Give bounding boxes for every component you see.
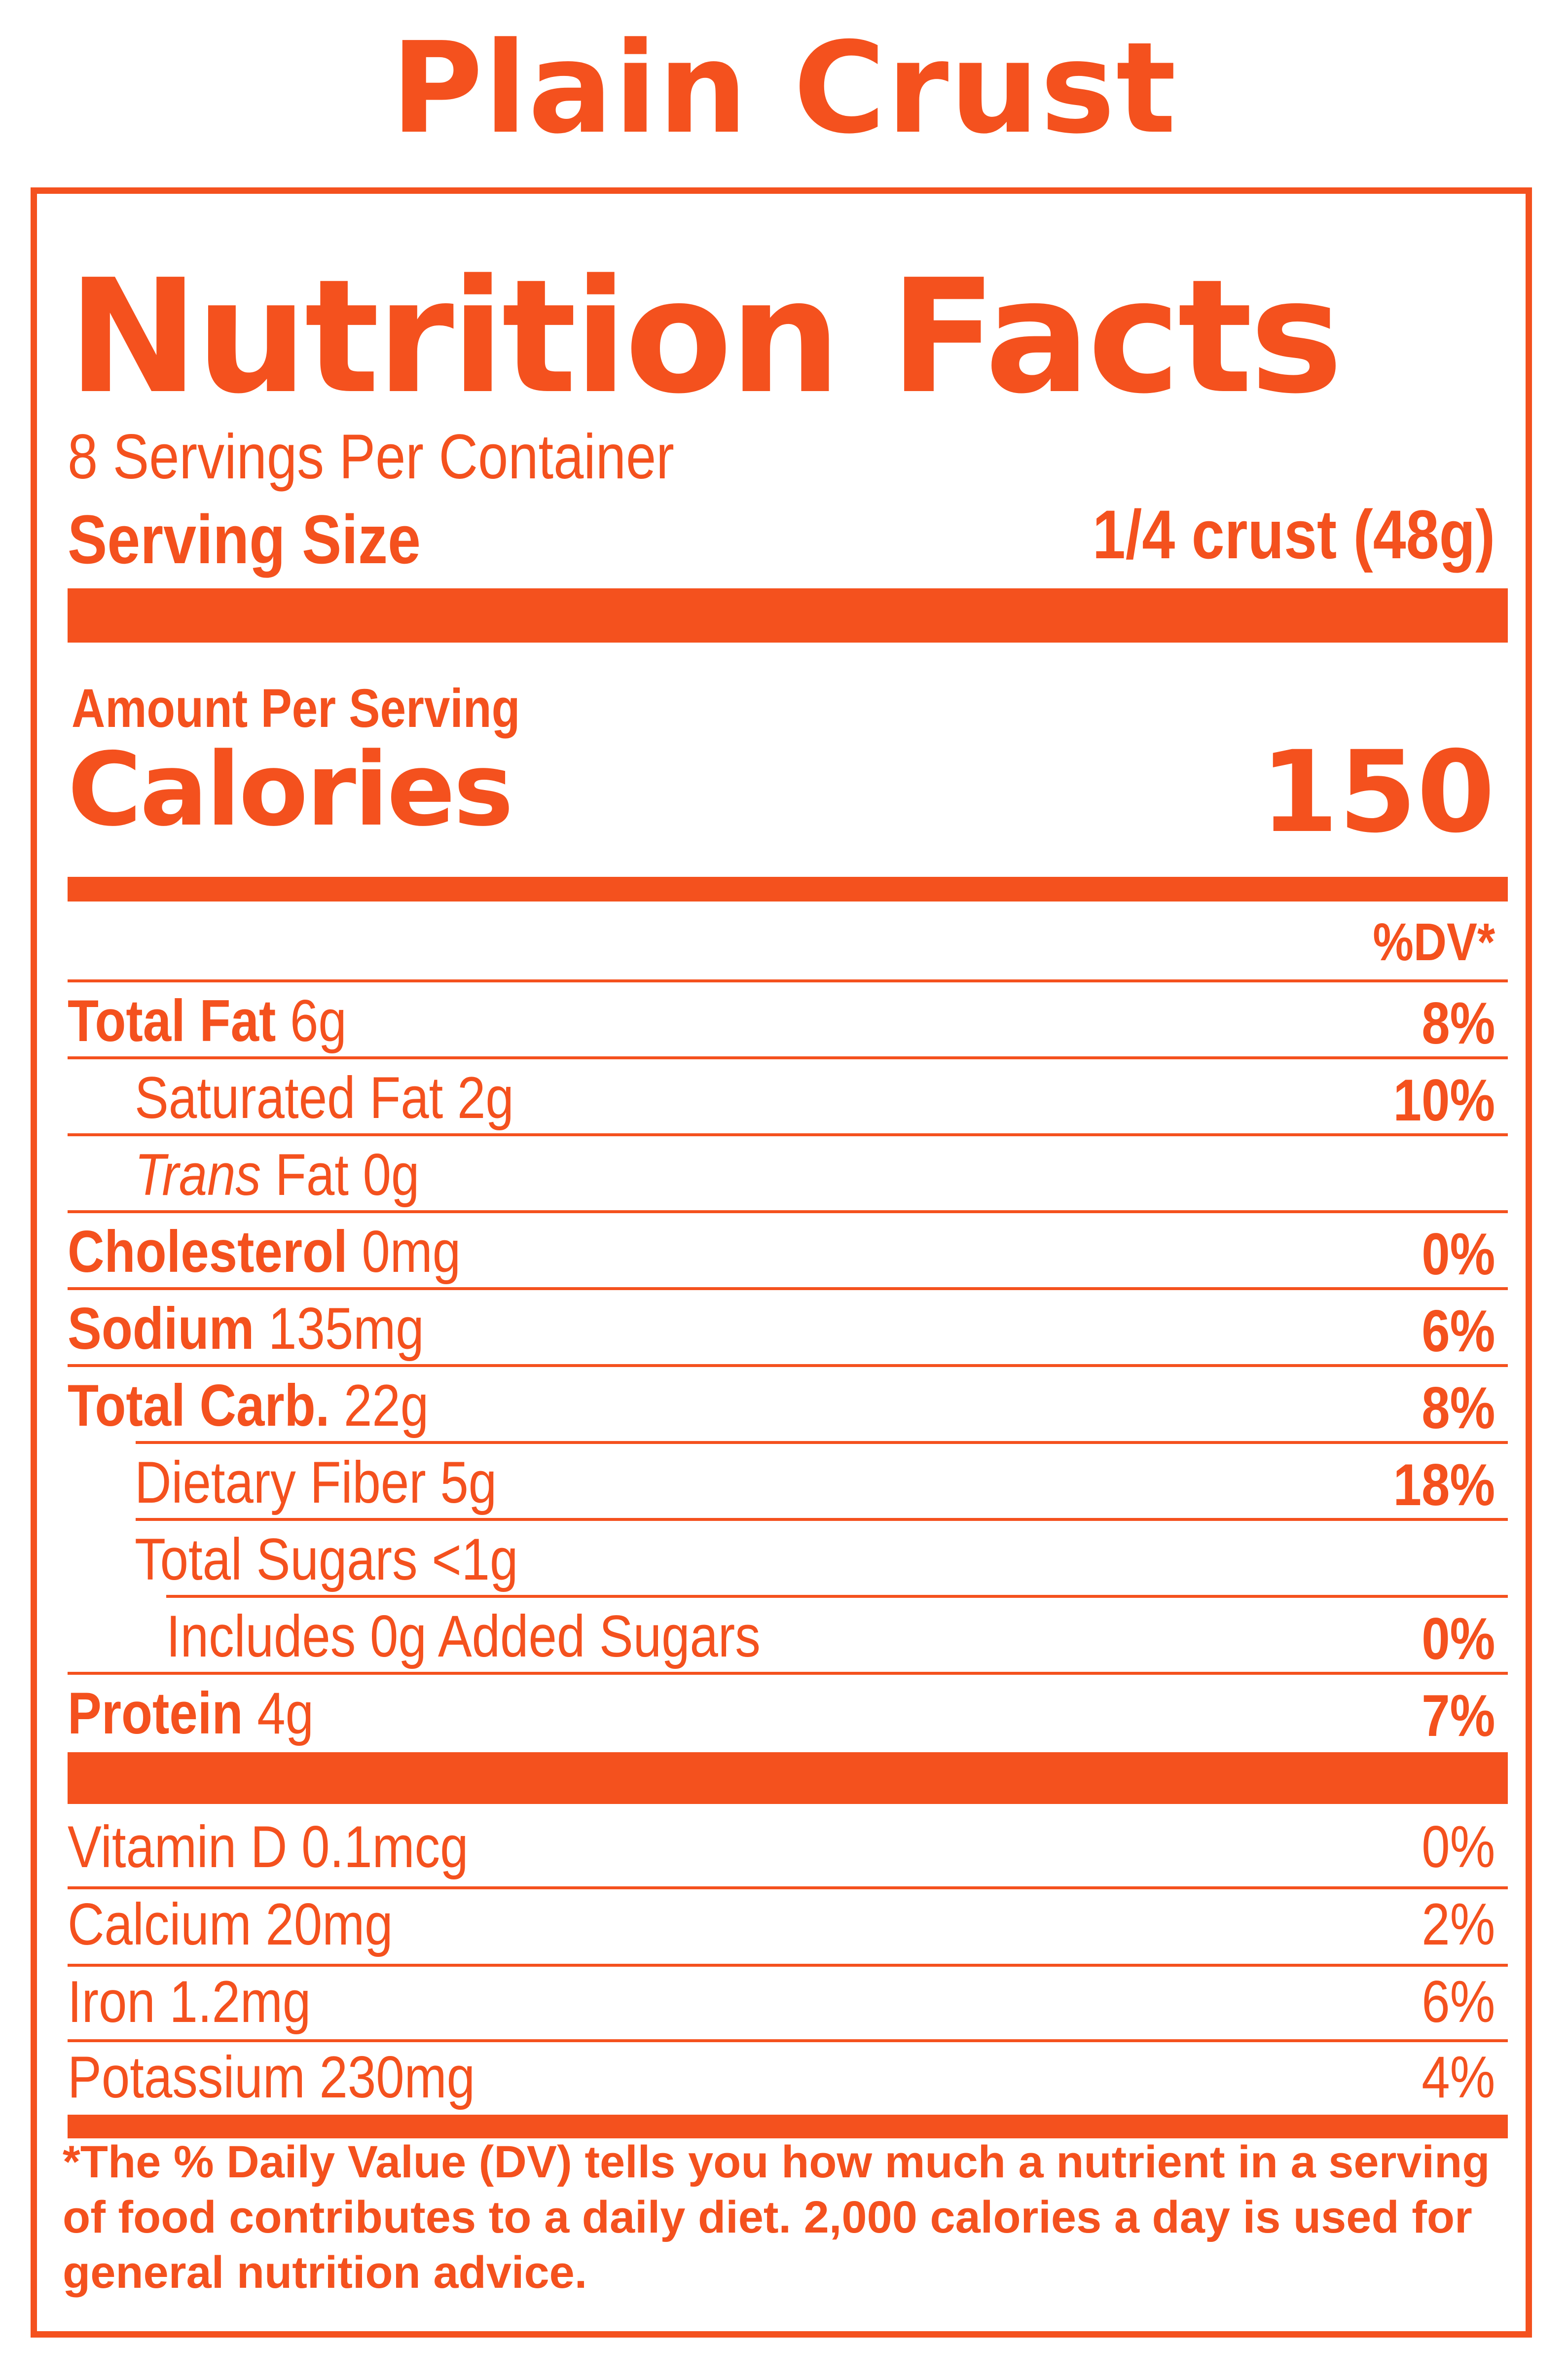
- row-divider: [166, 1595, 1508, 1598]
- serving-size-value: 1/4 crust (48g): [1092, 496, 1495, 573]
- nutrient-row-saturated-fat: Saturated Fat 2g: [135, 1060, 514, 1136]
- nutrient-row-trans-fat: Trans Fat 0g: [135, 1137, 419, 1213]
- row-divider: [68, 1287, 1508, 1290]
- nutrient-name: Saturated Fat: [135, 1065, 443, 1131]
- nutrient-name-rest: Fat: [275, 1142, 349, 1208]
- vitamin-amount: 20mg: [265, 1891, 393, 1957]
- daily-value-header: %DV*: [1373, 912, 1495, 972]
- nutrition-facts-heading: Nutrition Facts: [68, 246, 1343, 428]
- nutrient-name: Total Sugars: [135, 1526, 418, 1592]
- row-divider: [68, 1964, 1508, 1967]
- nutrient-name: Protein: [68, 1680, 243, 1746]
- nutrient-name: Cholesterol: [68, 1219, 348, 1285]
- vitamin-dv: 4%: [1421, 2044, 1495, 2110]
- nutrient-dv: 18%: [1393, 1452, 1495, 1518]
- nutrient-row-protein: Protein 4g: [68, 1675, 314, 1752]
- vitamin-dv: 0%: [1421, 1814, 1495, 1880]
- row-divider: [136, 1441, 1508, 1444]
- row-divider: [136, 1518, 1508, 1521]
- nutrient-amount: 2g: [457, 1065, 514, 1131]
- amount-per-serving-label: Amount Per Serving: [72, 678, 520, 739]
- nutrient-name: Total Carb.: [68, 1372, 330, 1439]
- thick-divider-middle: [68, 1752, 1508, 1804]
- nutrient-name: Dietary Fiber: [135, 1449, 426, 1515]
- medium-divider: [68, 877, 1508, 902]
- nutrient-amount: 22g: [343, 1372, 429, 1439]
- vitamin-name: Calcium: [68, 1891, 252, 1957]
- row-divider: [68, 1672, 1508, 1675]
- nutrition-label: Nutrition Facts 8 Servings Per Container…: [31, 187, 1532, 2338]
- nutrient-row-added-sugars: Includes 0g Added Sugars: [166, 1598, 761, 1675]
- vitamin-row-vitamin-d: Vitamin D 0.1mcg: [68, 1809, 469, 1885]
- calories-label: Calories: [68, 731, 513, 849]
- nutrient-name: Includes 0g Added Sugars: [166, 1603, 761, 1669]
- vitamin-name: Potassium: [68, 2044, 305, 2110]
- calories-value: 150: [1260, 726, 1495, 858]
- nutrient-name: Trans: [135, 1142, 261, 1208]
- vitamin-dv: 2%: [1421, 1891, 1495, 1957]
- thick-divider-bottom: [68, 2115, 1508, 2138]
- nutrient-name: Total Fat: [68, 988, 276, 1054]
- nutrient-dv: 8%: [1421, 1375, 1495, 1441]
- nutrient-dv: 7%: [1421, 1683, 1495, 1749]
- nutrient-row-total-sugars: Total Sugars <1g: [135, 1521, 518, 1598]
- nutrient-amount: 135mg: [268, 1296, 424, 1362]
- vitamin-row-calcium: Calcium 20mg: [68, 1886, 393, 1963]
- row-divider: [68, 979, 1508, 982]
- thick-divider-top: [68, 588, 1508, 643]
- nutrient-name: Sodium: [68, 1296, 255, 1362]
- nutrient-row-dietary-fiber: Dietary Fiber 5g: [135, 1444, 497, 1521]
- nutrient-dv: 8%: [1421, 990, 1495, 1056]
- nutrient-row-sodium: Sodium 135mg: [68, 1291, 424, 1367]
- nutrient-row-total-carb: Total Carb. 22g: [68, 1368, 429, 1444]
- nutrient-dv: 0%: [1421, 1221, 1495, 1287]
- vitamin-amount: 1.2mg: [169, 1969, 311, 2035]
- servings-per-container: 8 Servings Per Container: [68, 422, 674, 492]
- row-divider: [68, 1210, 1508, 1213]
- nutrient-dv: 10%: [1393, 1067, 1495, 1133]
- nutrient-amount: 6g: [290, 988, 347, 1054]
- nutrient-row-total-fat: Total Fat 6g: [68, 983, 347, 1059]
- nutrient-amount: 5g: [440, 1449, 497, 1515]
- row-divider: [68, 1886, 1508, 1889]
- row-divider: [68, 2039, 1508, 2042]
- nutrient-amount: <1g: [432, 1526, 518, 1592]
- serving-size-label: Serving Size: [68, 501, 421, 578]
- vitamin-dv: 6%: [1421, 1969, 1495, 2035]
- vitamin-name: Iron: [68, 1969, 155, 2035]
- vitamin-name: Vitamin D: [68, 1814, 288, 1880]
- vitamin-row-iron: Iron 1.2mg: [68, 1964, 311, 2040]
- nutrient-dv: 0%: [1421, 1606, 1495, 1672]
- vitamin-amount: 230mg: [319, 2044, 475, 2110]
- row-divider: [68, 1364, 1508, 1367]
- daily-value-footnote: *The % Daily Value (DV) tells you how mu…: [63, 2137, 1490, 2298]
- nutrient-amount: 0mg: [362, 1219, 461, 1285]
- vitamin-row-potassium: Potassium 230mg: [68, 2039, 475, 2116]
- nutrient-row-cholesterol: Cholesterol 0mg: [68, 1214, 461, 1290]
- nutrient-amount: 0g: [363, 1142, 420, 1208]
- vitamin-amount: 0.1mcg: [301, 1814, 469, 1880]
- nutrient-amount: 4g: [257, 1680, 314, 1746]
- row-divider: [68, 1133, 1508, 1136]
- nutrient-dv: 6%: [1421, 1298, 1495, 1364]
- row-divider: [68, 1056, 1508, 1059]
- product-title: Plain Crust: [391, 15, 1177, 162]
